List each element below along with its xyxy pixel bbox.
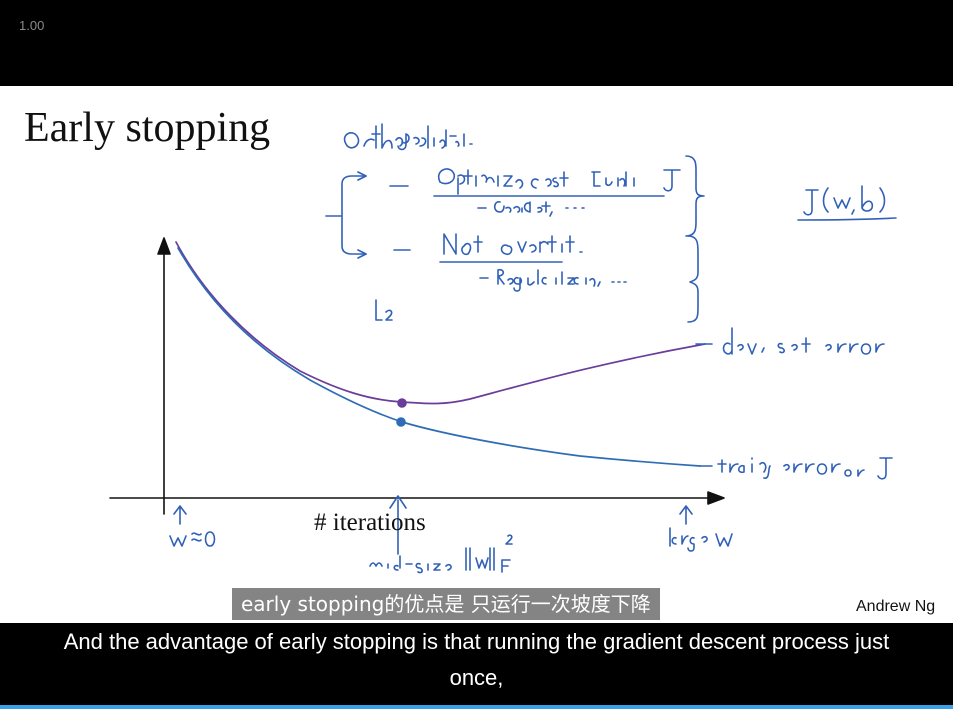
playback-speed[interactable]: 1.00: [19, 18, 45, 33]
progress-bar[interactable]: [0, 705, 953, 709]
english-subtitle: And the advantage of early stopping is t…: [63, 629, 890, 690]
handwritten-annotations: [109, 123, 897, 574]
cost-function-underline: [797, 217, 897, 221]
not-overfit-scribble: [443, 233, 583, 256]
right-brace-2: [687, 235, 699, 323]
bracket-arrowheads: [357, 171, 367, 259]
large-w-scribble: [669, 527, 733, 552]
dev-set-error-curve: [175, 241, 706, 405]
progress-bar-fill: [0, 705, 953, 709]
w-zero-arrow: [173, 505, 187, 525]
chinese-subtitle: early stopping的优点是 只运行一次坡度下降: [232, 588, 660, 620]
mid-size-scribble: [369, 534, 513, 574]
orthogonalization-scribble: [343, 123, 473, 151]
train-error-curve: [177, 247, 701, 467]
mid-size-arrow: [389, 495, 407, 555]
dev-curve-marker: [397, 398, 407, 408]
regularization-scribble: [479, 268, 627, 292]
gradient-scribble: [477, 201, 585, 217]
optimize-scribble: [437, 168, 681, 195]
dev-label-scribble: [722, 327, 885, 355]
x-axis-label: # iterations: [314, 509, 426, 536]
slide-title: Early stopping: [24, 105, 271, 151]
w-zero-scribble: [169, 531, 216, 547]
l2-scribble: [375, 299, 393, 321]
lecture-slide: Early stopping: [0, 86, 953, 623]
caption-bar: And the advantage of early stopping is t…: [0, 623, 953, 706]
train-label-scribble: [717, 457, 893, 480]
cost-function-scribble: [803, 185, 886, 216]
player-top-bar: 1.00: [0, 0, 953, 86]
large-w-arrow: [679, 505, 693, 525]
author-credit: Andrew Ng: [856, 598, 936, 615]
y-axis-arrowhead: [157, 237, 171, 255]
right-brace-1: [685, 155, 705, 237]
train-curve-marker: [396, 417, 406, 427]
left-bracket: [325, 175, 367, 255]
x-axis-arrowhead: [707, 491, 725, 505]
